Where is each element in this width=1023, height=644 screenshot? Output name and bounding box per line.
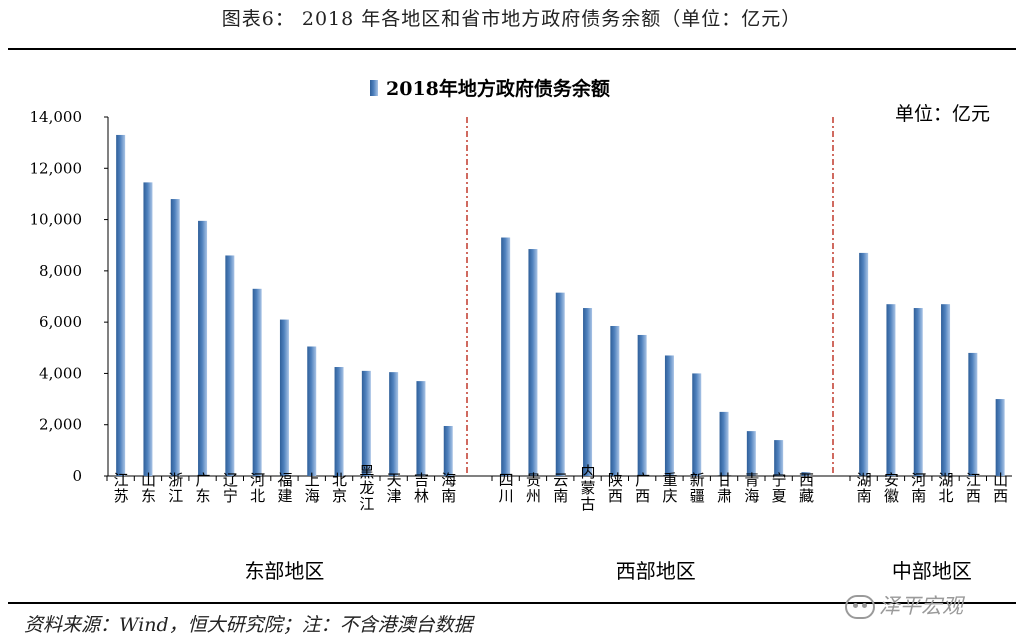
bar — [334, 367, 344, 476]
x-tick-label: 上海 — [303, 472, 321, 504]
bar — [198, 220, 208, 476]
top-rule — [8, 48, 1016, 50]
x-tick-label: 内蒙古 — [579, 464, 597, 512]
y-tick-label: 12,000 — [30, 159, 83, 177]
bar — [555, 292, 565, 476]
x-tick-label: 海南 — [439, 472, 457, 504]
y-tick-label: 6,000 — [39, 313, 82, 331]
y-tick-label: 10,000 — [30, 211, 83, 229]
x-tick-label: 北京 — [330, 472, 348, 504]
bottom-rule — [8, 602, 1016, 604]
bar — [637, 334, 647, 476]
x-tick-label: 青海 — [742, 472, 760, 504]
bar — [968, 352, 978, 476]
bar — [279, 319, 289, 476]
x-tick-label: 新疆 — [688, 472, 706, 504]
y-tick-label: 0 — [72, 467, 82, 485]
x-tick-label: 河南 — [909, 472, 927, 504]
x-tick-label: 重庆 — [660, 472, 678, 504]
x-tick-label: 云南 — [551, 472, 569, 504]
region-label: 西部地区 — [616, 559, 696, 583]
bar — [886, 304, 896, 476]
x-tick-label: 辽宁 — [221, 472, 239, 504]
bar — [941, 304, 951, 476]
bar — [416, 381, 426, 476]
bar — [859, 252, 869, 476]
source-note: 资料来源：Wind，恒大研究院；注：不含港澳台数据 — [24, 614, 473, 636]
wechat-icon — [845, 595, 875, 619]
bar — [307, 346, 317, 476]
x-tick-label: 黑龙江 — [357, 464, 375, 512]
x-tick-label: 宁夏 — [770, 472, 788, 504]
x-tick-label: 湖北 — [937, 472, 955, 504]
bar — [170, 199, 180, 477]
x-tick-label: 安徽 — [882, 472, 900, 504]
x-tick-label: 西藏 — [797, 472, 815, 504]
y-tick-label: 4,000 — [39, 364, 82, 382]
x-tick-label: 江西 — [964, 472, 982, 504]
bar — [719, 411, 729, 476]
x-tick-label: 四川 — [497, 472, 515, 504]
x-tick-label: 广西 — [633, 472, 651, 504]
bar — [143, 182, 153, 476]
bar — [361, 370, 371, 476]
x-tick-label: 河北 — [248, 472, 266, 504]
x-tick-label: 天津 — [385, 472, 403, 504]
bar — [225, 255, 235, 476]
bar — [501, 237, 511, 476]
x-tick-label: 福建 — [275, 472, 293, 504]
x-tick-label: 江苏 — [112, 472, 130, 504]
bar — [252, 288, 262, 476]
bar — [583, 308, 593, 476]
region-label: 东部地区 — [244, 559, 324, 583]
x-tick-label: 山东 — [139, 472, 157, 504]
x-tick-label: 广东 — [194, 472, 212, 504]
legend-swatch — [370, 80, 378, 96]
x-tick-label: 浙江 — [166, 472, 184, 504]
x-tick-label: 吉林 — [412, 472, 430, 504]
bar — [774, 440, 784, 476]
region-label: 中部地区 — [892, 559, 972, 583]
watermark-text: 泽平宏观 — [879, 594, 963, 618]
x-tick-label: 甘肃 — [715, 472, 733, 504]
bar — [116, 134, 126, 476]
bar — [610, 325, 620, 476]
bar — [443, 425, 453, 476]
bar — [995, 399, 1005, 476]
x-tick-label: 山西 — [991, 472, 1009, 504]
bar — [389, 372, 399, 476]
bar — [528, 249, 538, 476]
unit-label: 单位：亿元 — [895, 103, 990, 125]
x-tick-label: 贵州 — [524, 472, 542, 504]
chart-title: 2018年地方政府债务余额 — [386, 77, 610, 100]
watermark: 泽平宏观 — [845, 590, 963, 620]
bar — [801, 472, 811, 476]
x-tick-label: 陕西 — [606, 472, 624, 504]
bar — [664, 355, 674, 476]
y-tick-label: 8,000 — [39, 262, 82, 280]
bar — [913, 308, 923, 476]
bar — [746, 431, 756, 476]
x-tick-label: 湖南 — [855, 472, 873, 504]
figure-caption: 图表6： 2018 年各地区和省市地方政府债务余额（单位：亿元） — [221, 8, 802, 30]
bar — [692, 373, 702, 476]
y-tick-label: 14,000 — [30, 108, 83, 126]
y-tick-label: 2,000 — [39, 416, 82, 434]
